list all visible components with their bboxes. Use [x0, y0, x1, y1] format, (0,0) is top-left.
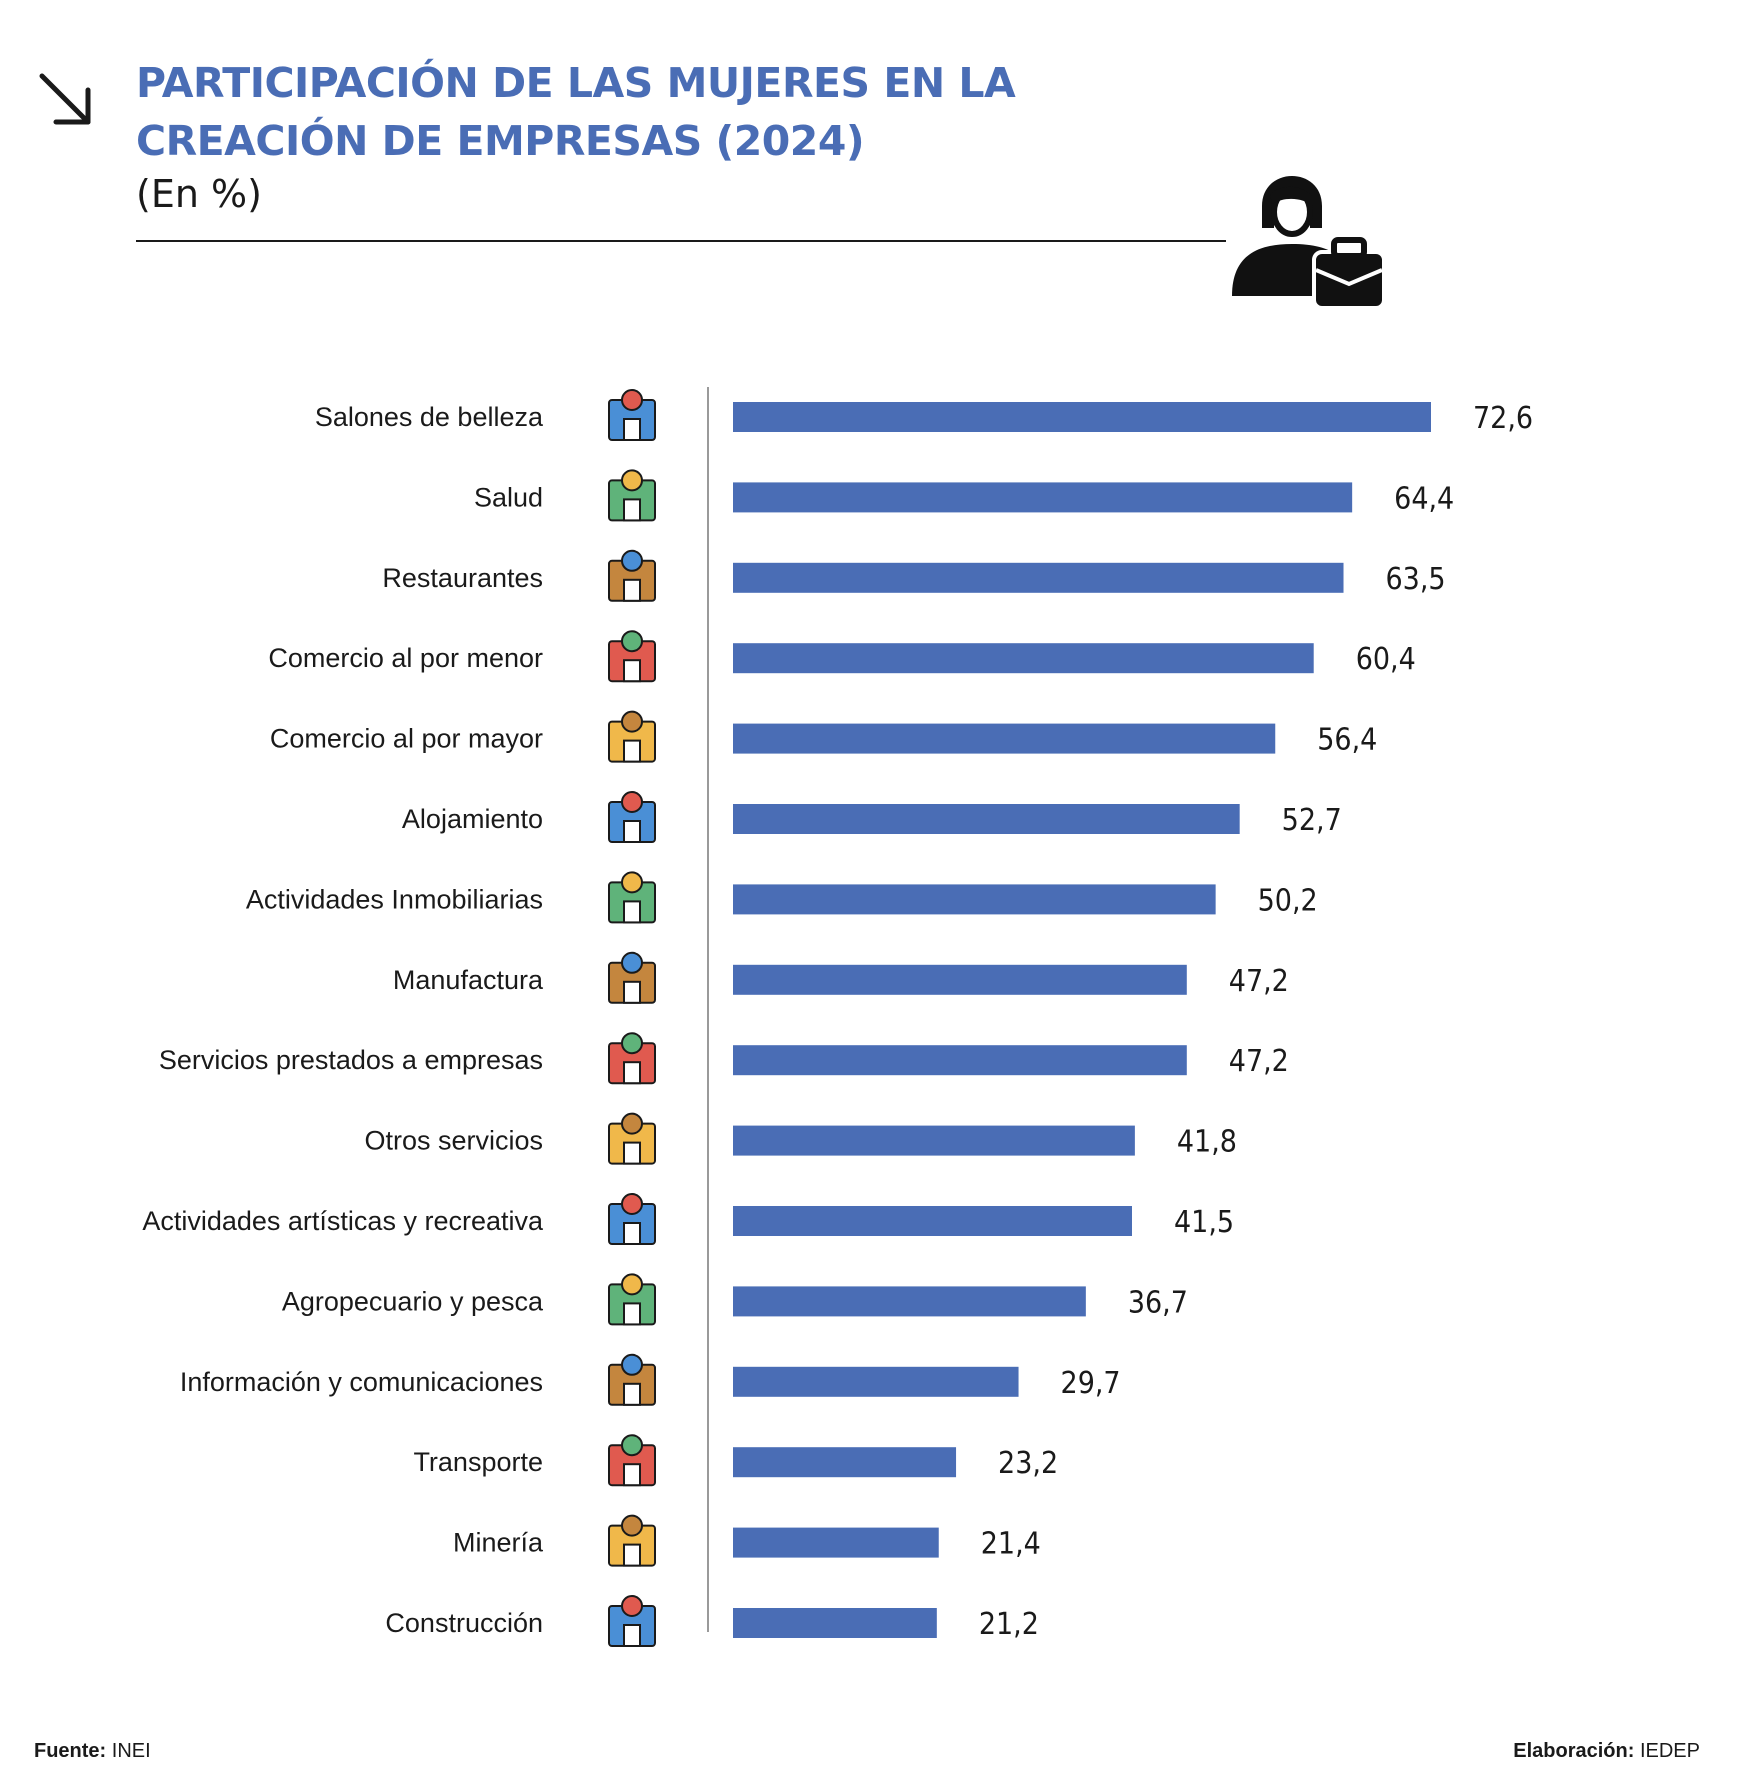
value-label: 72,6	[1473, 401, 1533, 436]
bar	[733, 723, 1276, 754]
value-label: 21,2	[979, 1607, 1039, 1642]
value-label: 23,2	[998, 1446, 1058, 1481]
bar	[733, 1125, 1135, 1156]
call-center-icon	[608, 1032, 656, 1085]
category-label: Salud	[474, 482, 543, 512]
bar	[733, 1366, 1019, 1397]
services-hand-icon	[608, 1112, 656, 1165]
real-estate-handshake-icon	[608, 871, 656, 924]
manufacturing-icon	[608, 951, 656, 1004]
category-label: Construcción	[385, 1608, 543, 1638]
bar	[733, 1608, 937, 1638]
bar	[733, 1045, 1187, 1076]
credit-note: Elaboración: IEDEP	[1513, 1740, 1700, 1763]
fishing-boat-icon	[608, 1273, 656, 1326]
category-label: Comercio al por mayor	[270, 724, 543, 754]
credit-label: Elaboración:	[1513, 1740, 1635, 1762]
category-label: Agropecuario y pesca	[282, 1286, 544, 1316]
source-label: Fuente:	[34, 1740, 107, 1762]
category-label: Servicios prestados a empresas	[159, 1045, 543, 1075]
chart-subtitle: (En %)	[136, 172, 262, 216]
value-label: 47,2	[1229, 1044, 1289, 1079]
bar	[733, 482, 1353, 513]
category-label: Otros servicios	[364, 1126, 543, 1156]
bar	[733, 643, 1314, 674]
construction-icon	[608, 1595, 656, 1647]
category-label: Restaurantes	[382, 563, 543, 593]
category-label: Comercio al por menor	[268, 643, 543, 673]
category-label: Minería	[453, 1528, 544, 1558]
value-label: 21,4	[981, 1527, 1041, 1562]
source-note: Fuente: INEI	[34, 1740, 151, 1763]
credit-value: IEDEP	[1639, 1740, 1700, 1762]
value-label: 41,5	[1174, 1205, 1234, 1240]
value-label: 50,2	[1258, 883, 1318, 918]
value-label: 60,4	[1356, 642, 1416, 677]
bar	[733, 1286, 1086, 1317]
value-label: 56,4	[1317, 723, 1377, 758]
arts-icon	[608, 1193, 656, 1245]
businesswoman-icon	[1232, 176, 1386, 310]
value-label: 47,2	[1229, 964, 1289, 999]
source-value: INEI	[111, 1740, 151, 1762]
title-divider	[136, 240, 1226, 242]
bar	[733, 1206, 1132, 1236]
bar	[733, 964, 1187, 995]
bar	[733, 1447, 957, 1478]
category-label: Alojamiento	[402, 804, 543, 834]
value-label: 29,7	[1061, 1366, 1121, 1401]
chart-title: PARTICIPACIÓN DE LAS MUJERES EN LA CREAC…	[136, 59, 1016, 165]
beauty-salon-icon	[608, 389, 656, 441]
bar	[733, 804, 1240, 834]
transport-icon	[608, 1434, 656, 1487]
value-label: 52,7	[1282, 803, 1342, 838]
bar	[733, 562, 1344, 593]
category-label: Salones de belleza	[315, 402, 544, 432]
value-label: 36,7	[1128, 1285, 1188, 1320]
category-label: Actividades Inmobiliarias	[246, 884, 543, 914]
value-label: 64,4	[1394, 481, 1454, 516]
communication-icon	[608, 1353, 656, 1406]
accommodation-icon	[608, 791, 656, 843]
mining-icon	[608, 1514, 656, 1567]
arrow-down-right-icon	[39, 73, 91, 125]
value-label: 63,5	[1386, 562, 1446, 597]
retail-store-icon	[608, 630, 656, 683]
bar	[733, 402, 1431, 432]
bar	[733, 1527, 939, 1558]
category-label: Transporte	[413, 1447, 543, 1477]
category-label: Manufactura	[393, 965, 544, 995]
value-label: 41,8	[1177, 1125, 1237, 1160]
health-shield-icon	[608, 469, 656, 522]
wholesale-icon	[608, 710, 656, 763]
category-label: Información y comunicaciones	[180, 1367, 543, 1397]
bar	[733, 884, 1216, 915]
category-label: Actividades artísticas y recreativa	[142, 1206, 544, 1236]
restaurant-icon	[608, 549, 656, 602]
